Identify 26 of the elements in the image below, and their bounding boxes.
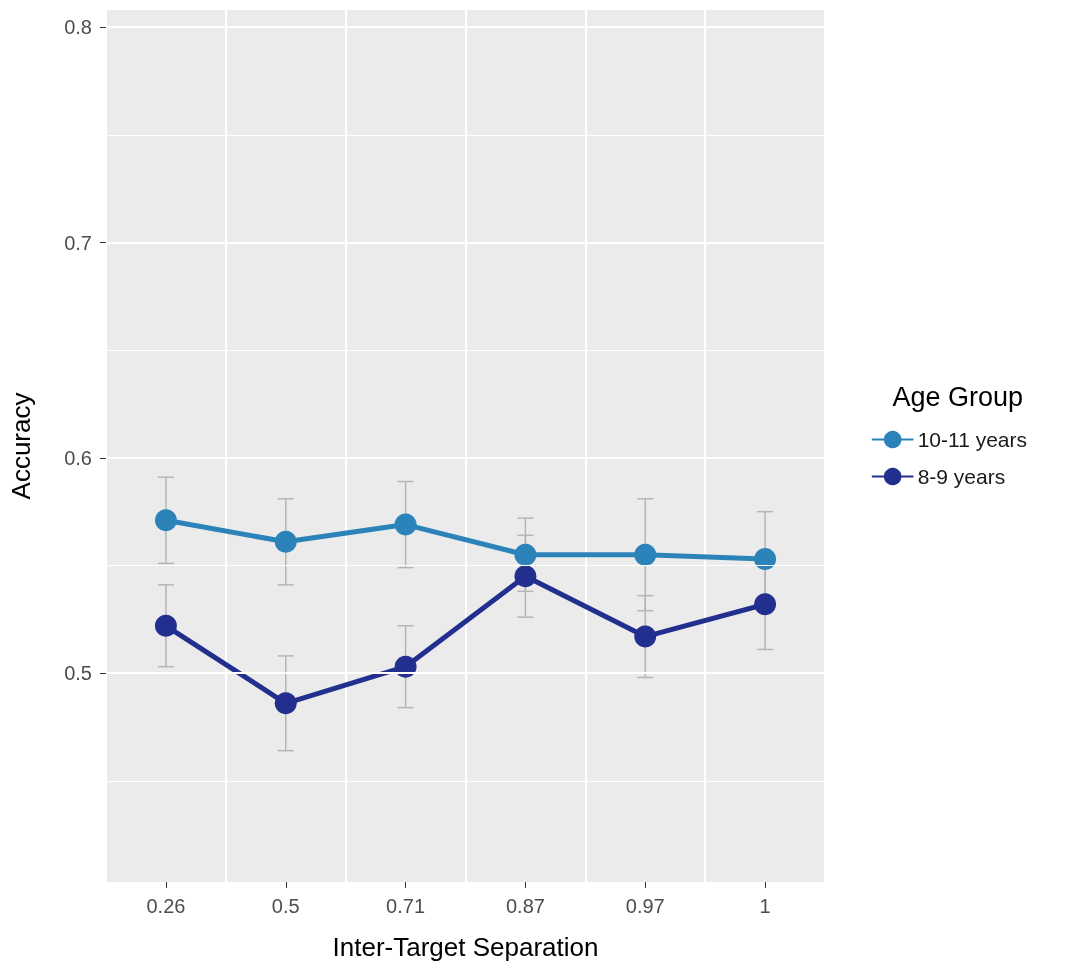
point xyxy=(634,543,657,566)
y-tick-label: 0.5 xyxy=(64,662,92,685)
point xyxy=(274,530,297,553)
y-tick-label: 0.8 xyxy=(64,16,92,39)
x-tick-label: 0.26 xyxy=(146,895,186,917)
point xyxy=(754,548,777,571)
point xyxy=(754,593,777,616)
point xyxy=(154,509,177,532)
x-axis-title: Inter-Target Separation xyxy=(332,932,599,962)
x-tick-label: 0.97 xyxy=(625,895,665,917)
point xyxy=(154,614,177,637)
x-tick-label: 1 xyxy=(759,895,771,917)
point xyxy=(514,543,537,566)
y-tick-label: 0.7 xyxy=(64,231,92,254)
y-tick-label: 0.6 xyxy=(64,446,92,469)
legend-label: 10-11 years xyxy=(917,428,1028,451)
y-axis-title: Accuracy xyxy=(6,392,36,500)
point xyxy=(394,513,417,536)
point xyxy=(514,565,537,588)
x-tick-label: 0.5 xyxy=(271,895,300,917)
x-tick-label: 0.87 xyxy=(505,895,545,917)
legend-label: 8-9 years xyxy=(917,465,1006,488)
legend-title: Age Group xyxy=(892,381,1024,412)
point xyxy=(634,625,657,648)
point xyxy=(274,692,297,715)
x-tick-label: 0.71 xyxy=(386,895,426,917)
